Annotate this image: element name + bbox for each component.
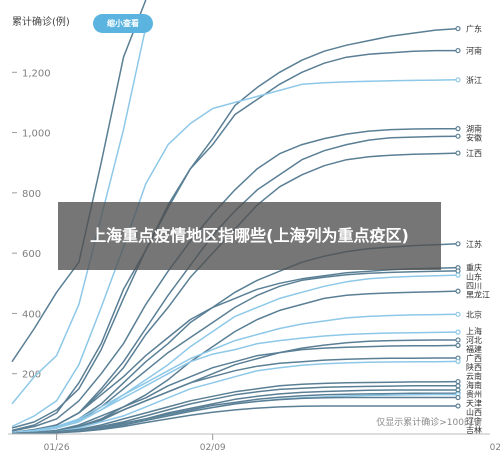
series-end-marker <box>455 25 461 32</box>
series-label: 北京 <box>466 309 482 319</box>
series-end-marker <box>455 268 461 274</box>
series-label: 云南 <box>466 371 482 381</box>
series-label: 重庆 <box>466 263 482 273</box>
series-label: 陕西 <box>466 362 482 372</box>
series-line-25 <box>11 405 458 435</box>
series-end-marker <box>455 241 461 247</box>
series-label: 河南 <box>466 46 482 56</box>
series-label: 广东 <box>466 24 482 34</box>
series-line-14 <box>11 331 459 434</box>
series-line-2 <box>11 27 459 429</box>
series-end-marker <box>455 383 461 389</box>
series-label: 吉林 <box>466 425 482 435</box>
series-line-11 <box>11 274 459 434</box>
series-end-marker <box>455 272 461 278</box>
series-line-3 <box>11 49 458 432</box>
series-end-marker <box>455 47 461 54</box>
series-label: 江苏 <box>466 239 482 249</box>
series-line-17 <box>11 357 458 435</box>
series-line-13 <box>11 313 459 434</box>
series-end-marker <box>455 394 461 401</box>
series-end-marker <box>455 311 461 317</box>
series-end-marker <box>455 342 461 348</box>
x-tick-label: 02/09 <box>200 443 226 453</box>
y-tick-label: 400 <box>22 309 41 320</box>
series-label: 山西 <box>466 407 482 417</box>
y-tick-label: 1,200 <box>22 68 51 79</box>
series-label: 湖南 <box>466 124 482 134</box>
y-tick-label: 600 <box>22 249 41 260</box>
series-label: 安徽 <box>466 133 482 143</box>
series-label: 江西 <box>466 149 482 158</box>
series-label: 海南 <box>466 380 482 390</box>
series-label: 广西 <box>466 353 482 363</box>
series-label: 四川 <box>466 282 482 291</box>
series-label: 辽宁 <box>466 416 482 426</box>
series-end-marker <box>455 337 461 343</box>
zoom-out-toggle-button[interactable]: 缩小查看 <box>93 14 153 33</box>
series-line-0 <box>11 0 147 363</box>
title-overlay-banner: 上海重点疫情地区指哪些(上海列为重点疫区) <box>58 202 441 270</box>
y-axis-title: 累计确诊(例) <box>12 15 70 28</box>
series-label: 黑龙江 <box>466 290 490 300</box>
series-line-1 <box>11 26 147 405</box>
series-line-22 <box>11 392 458 435</box>
series-label: 上海 <box>466 326 482 336</box>
series-line-10 <box>11 270 459 434</box>
x-tick-label: 01/26 <box>44 443 70 453</box>
series-line-16 <box>11 344 459 435</box>
series-line-4 <box>11 79 459 428</box>
y-tick-label: 1,000 <box>22 129 51 140</box>
series-end-marker <box>455 358 461 364</box>
series-end-marker <box>455 403 461 409</box>
banner-title: 上海重点疫情地区指哪些(上海列为重点疫区) <box>90 226 409 245</box>
series-line-5 <box>11 127 458 432</box>
y-tick-label: 800 <box>22 189 41 200</box>
series-label: 天津 <box>466 398 482 408</box>
series-end-marker <box>455 150 461 156</box>
series-line-19 <box>11 380 459 435</box>
series-label: 浙江 <box>466 75 482 85</box>
series-line-18 <box>11 360 459 435</box>
series-label: 贵州 <box>466 389 482 399</box>
series-end-marker <box>455 329 461 335</box>
series-end-marker <box>455 378 461 385</box>
series-end-marker <box>455 77 461 83</box>
series-end-marker <box>455 126 461 132</box>
y-tick-label: 200 <box>22 370 41 381</box>
series-end-marker <box>455 133 461 139</box>
series-label: 山东 <box>466 272 482 282</box>
series-line-9 <box>11 266 459 434</box>
series-label: 河北 <box>466 335 482 345</box>
chart-note: 仅显示累计确诊>100的省 <box>376 416 482 428</box>
x-tick-label: 02/02 <box>490 443 500 453</box>
series-label: 福建 <box>466 344 482 354</box>
series-end-marker <box>455 288 461 294</box>
